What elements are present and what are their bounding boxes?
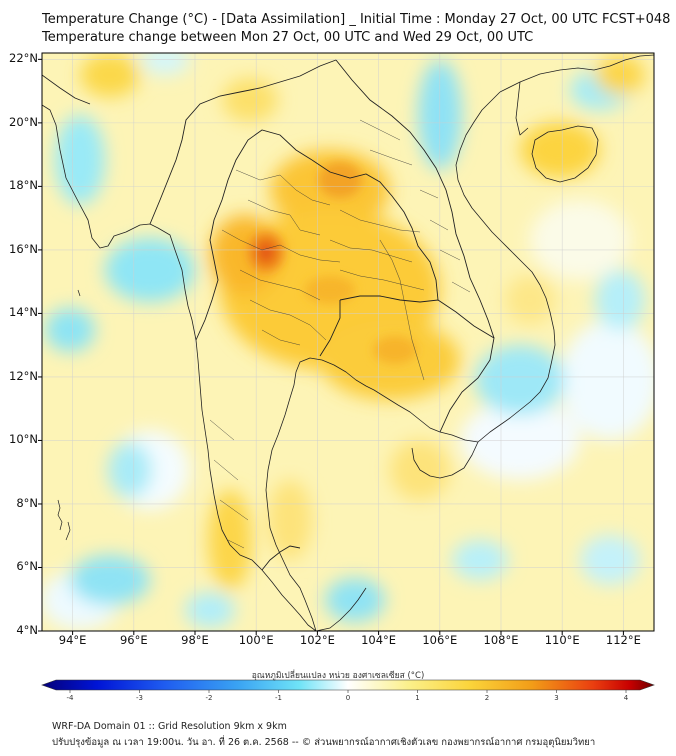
coastline-china-south <box>499 54 654 93</box>
colorbar-tick-label: -2 <box>205 694 213 702</box>
colorbar <box>41 679 655 693</box>
lon-label: 108°E <box>483 633 519 647</box>
colorbar-tick-label: -4 <box>66 694 74 702</box>
border-laos-vietnam <box>335 59 495 339</box>
footer-model-info: WRF-DA Domain 01 :: Grid Resolution 9km … <box>52 721 287 732</box>
border-cambodia <box>339 295 495 433</box>
mekong-river <box>379 239 425 381</box>
province-lines-laos-vietnam <box>359 119 471 293</box>
andaman-islands <box>57 499 63 531</box>
colorbar-tick-label: 3 <box>554 694 559 702</box>
province-lines-central <box>239 269 327 346</box>
lat-label: 16°N <box>9 241 38 256</box>
coastline-gulf-thailand <box>265 91 556 631</box>
coastline-vietnam-south <box>411 441 479 479</box>
lat-label: 12°N <box>9 368 38 383</box>
lat-label: 14°N <box>9 305 38 320</box>
lon-label: 110°E <box>544 633 580 647</box>
lon-label: 106°E <box>422 633 458 647</box>
map-title-line1: Temperature Change (°C) - [Data Assimila… <box>42 12 671 27</box>
footer-credit: ปรับปรุงข้อมูล ณ เวลา 19:00น. วัน อา. ที… <box>52 737 596 748</box>
lon-label: 98°E <box>181 633 209 647</box>
axis-ticks <box>38 58 624 635</box>
map-title-line2: Temperature change between Mon 27 Oct, 0… <box>42 30 534 45</box>
islands <box>57 289 81 541</box>
coco-island <box>77 289 81 297</box>
lon-label: 100°E <box>238 633 274 647</box>
colorbar-tick-label: 4 <box>623 694 629 702</box>
warm-hotspot-nan <box>318 162 362 198</box>
hainan-island <box>531 125 599 183</box>
colorbar-tick-label: 0 <box>345 694 351 702</box>
colorbar-title: อุณหภูมิเปลี่ยนแปลง หน่วย องศาเซลเซียส (… <box>251 671 425 681</box>
lon-label: 94°E <box>58 633 87 647</box>
lat-label: 4°N <box>16 623 38 637</box>
warm-cambodia <box>373 336 417 364</box>
coastlines <box>42 54 654 631</box>
lon-label: 104°E <box>361 633 397 647</box>
country-borders <box>149 59 495 571</box>
coastline-malaysia-east <box>315 587 367 631</box>
warm-central-plain <box>305 276 355 304</box>
border-cambodia-thailand <box>319 300 341 357</box>
lon-label: 112°E <box>605 633 641 647</box>
lat-label: 8°N <box>16 495 38 510</box>
border-laos-thailand <box>311 159 439 301</box>
lon-label: 96°E <box>119 633 148 647</box>
colorbar-tick-label: 1 <box>415 694 420 702</box>
coastline-leizhou <box>515 81 529 136</box>
province-lines-north <box>221 169 341 263</box>
province-lines-south <box>209 419 249 549</box>
graticule <box>42 53 654 631</box>
colorbar-gradient <box>41 679 655 691</box>
colorbar-tick-label: -3 <box>136 694 143 702</box>
province-lines-northeast <box>329 209 425 291</box>
lon-label: 102°E <box>299 633 335 647</box>
lat-label: 10°N <box>9 432 38 447</box>
lat-label: 20°N <box>9 114 38 129</box>
coastline-myanmar-west <box>42 104 317 631</box>
nicobar-islands <box>65 521 71 541</box>
lat-label: 18°N <box>9 178 38 193</box>
lat-label: 22°N <box>9 51 38 66</box>
lat-label: 6°N <box>16 559 38 574</box>
coastline-myanmar-north <box>42 74 91 105</box>
map-frame <box>41 52 655 632</box>
colorbar-tick-label: -1 <box>275 694 282 702</box>
border-thailand-malaysia <box>261 545 301 571</box>
colorbar-tick-label: 2 <box>484 694 490 702</box>
hot-peak-tak <box>257 241 275 263</box>
province-borders <box>209 119 471 549</box>
border-thailand-myanmar <box>195 129 313 341</box>
border-myanmar-china <box>149 59 337 225</box>
